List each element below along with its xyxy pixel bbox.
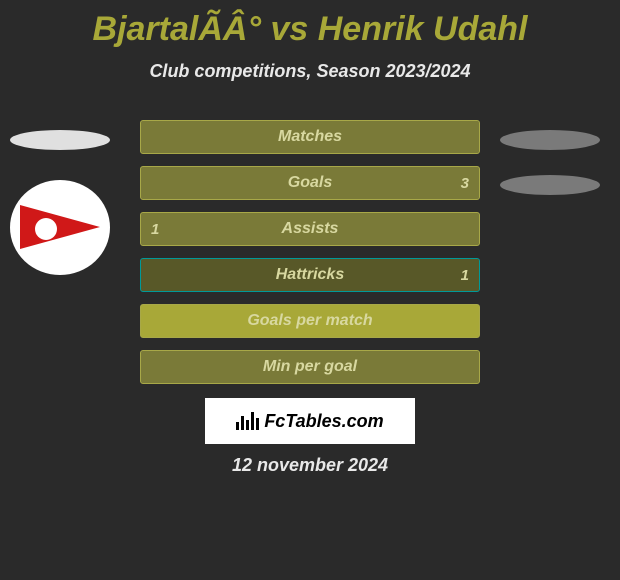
comparison-title: BjartalÃÂ° vs Henrik Udahl bbox=[0, 0, 620, 49]
stat-bar-min-per-goal: Min per goal bbox=[140, 350, 480, 384]
stats-container: Matches Goals 3 1 Assists Hattricks 1 Go… bbox=[140, 120, 480, 396]
stat-right-value: 3 bbox=[461, 175, 469, 192]
flag-circle-icon bbox=[35, 218, 57, 240]
chart-icon bbox=[236, 412, 258, 430]
stat-bar-goals-per-match: Goals per match bbox=[140, 304, 480, 338]
date-text: 12 november 2024 bbox=[0, 455, 620, 476]
player-left-avatar bbox=[10, 130, 110, 275]
stat-label: Hattricks bbox=[276, 266, 344, 284]
stat-bar-assists: 1 Assists bbox=[140, 212, 480, 246]
fctables-badge[interactable]: FcTables.com bbox=[205, 398, 415, 444]
player-right-ellipse-2 bbox=[500, 175, 600, 195]
player-left-ellipse bbox=[10, 130, 110, 150]
stat-label: Goals per match bbox=[247, 312, 372, 330]
stat-label: Min per goal bbox=[263, 358, 357, 376]
stat-label: Assists bbox=[282, 220, 339, 238]
fctables-label: FcTables.com bbox=[264, 411, 383, 432]
stat-bar-hattricks: Hattricks 1 bbox=[140, 258, 480, 292]
stat-label: Matches bbox=[278, 128, 342, 146]
stat-bar-matches: Matches bbox=[140, 120, 480, 154]
stat-left-value: 1 bbox=[151, 221, 159, 238]
club-logo-left bbox=[10, 180, 110, 275]
flag-pennant-icon bbox=[20, 205, 100, 249]
season-subtitle: Club competitions, Season 2023/2024 bbox=[0, 61, 620, 82]
player-right-ellipse-1 bbox=[500, 130, 600, 150]
stat-label: Goals bbox=[288, 174, 332, 192]
stat-bar-goals: Goals 3 bbox=[140, 166, 480, 200]
stat-right-value: 1 bbox=[461, 267, 469, 284]
player-right-avatar bbox=[500, 130, 600, 205]
